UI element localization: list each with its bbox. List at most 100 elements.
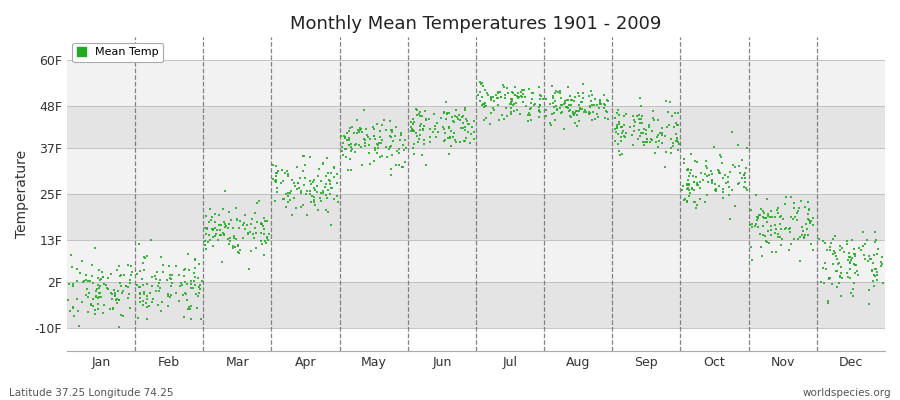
Point [870,277,885,283]
Point [493,89,508,96]
Point [709,188,724,194]
Point [350,117,365,123]
Point [316,160,330,166]
Point [330,193,345,200]
Point [544,83,559,90]
Point [441,135,455,142]
Point [314,198,328,204]
Point [640,138,654,145]
Point [217,230,231,237]
Point [392,136,407,143]
Point [682,170,697,176]
Point [261,236,275,243]
Point [814,279,828,286]
Point [669,138,683,144]
Point [753,212,768,218]
Point [206,226,220,232]
Point [231,249,246,255]
Point [611,130,625,137]
Point [327,196,341,202]
Point [830,284,844,290]
Point [737,172,751,178]
Point [442,125,456,132]
Point [395,164,410,170]
Point [797,204,812,211]
Point [412,131,427,138]
Point [632,112,646,118]
Point [327,174,341,180]
Point [522,110,536,116]
Point [206,234,220,240]
Point [866,278,880,285]
Point [572,93,586,99]
Point [249,219,264,225]
Bar [67,106,885,148]
Point [649,138,663,145]
Point [283,190,297,196]
Point [188,256,202,262]
Point [545,94,560,101]
Point [680,198,694,204]
Point [848,262,862,268]
Point [495,81,509,88]
Point [277,196,292,202]
Point [661,109,675,116]
Point [187,274,202,280]
Point [670,136,685,143]
Point [794,198,808,205]
Point [205,214,220,220]
Point [248,245,263,252]
Point [223,235,238,241]
Point [92,285,106,292]
Point [796,232,810,238]
Point [107,292,122,299]
Point [658,164,672,170]
Point [281,193,295,200]
Point [549,103,563,109]
Point [202,232,216,238]
Point [288,183,302,189]
Point [614,138,628,144]
Point [790,208,805,214]
Title: Monthly Mean Temperatures 1901 - 2009: Monthly Mean Temperatures 1901 - 2009 [291,15,662,33]
Point [784,214,798,220]
Point [597,101,611,108]
Point [841,257,855,264]
Point [652,132,666,138]
Point [833,264,848,270]
Point [446,118,461,124]
Point [256,223,270,229]
Point [816,280,831,286]
Point [600,97,615,103]
Point [109,297,123,303]
Point [861,252,876,259]
Point [739,186,753,193]
Point [759,238,773,244]
Point [662,122,677,128]
Point [316,190,330,196]
Point [198,238,212,244]
Point [407,128,421,134]
Point [148,273,162,279]
Point [320,206,334,213]
Point [832,260,846,266]
Point [739,185,753,191]
Point [504,96,518,102]
Point [255,221,269,228]
Point [646,115,661,121]
Point [270,189,284,195]
Point [592,101,607,107]
Point [85,301,99,308]
Point [398,137,412,144]
Point [636,139,651,146]
Point [497,84,511,90]
Point [292,185,306,191]
Point [569,107,583,114]
Point [868,228,882,235]
Point [406,121,420,128]
Point [222,209,237,216]
Point [385,127,400,134]
Point [874,263,888,270]
Point [123,263,138,270]
Point [868,266,882,272]
